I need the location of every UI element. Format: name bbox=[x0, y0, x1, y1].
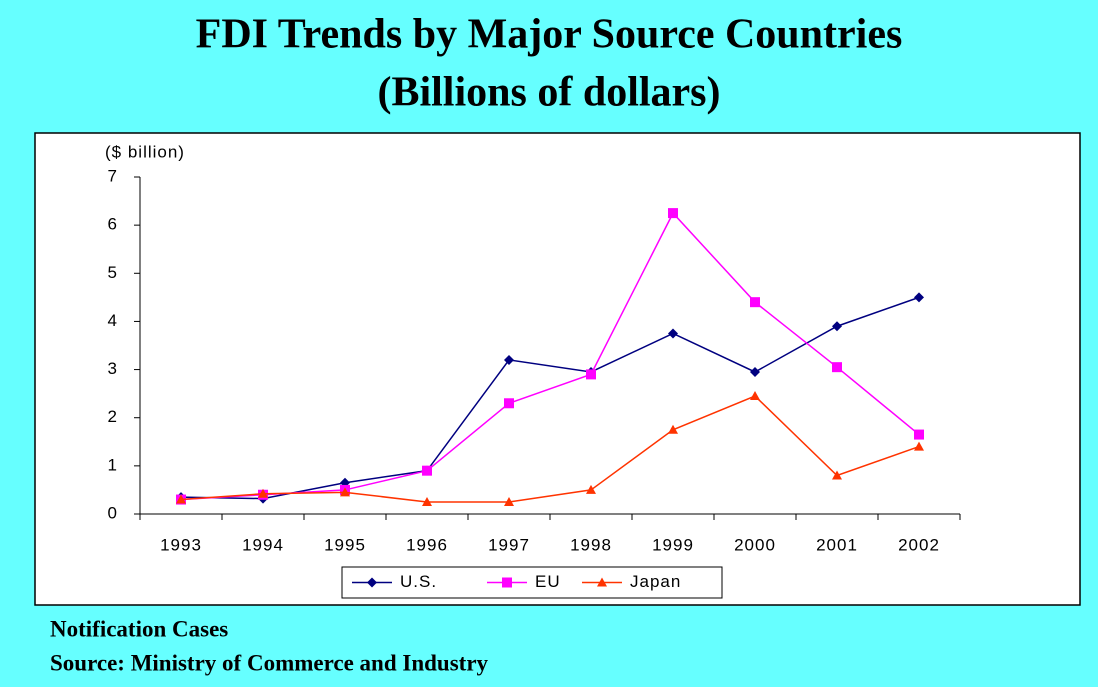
x-tick-label: 1994 bbox=[242, 535, 284, 554]
y-tick-label: 0 bbox=[108, 503, 118, 522]
marker bbox=[586, 369, 596, 380]
marker bbox=[914, 429, 924, 440]
marker bbox=[832, 321, 842, 332]
marker bbox=[367, 577, 377, 588]
x-tick-label: 2001 bbox=[816, 535, 858, 554]
marker bbox=[504, 398, 514, 409]
series-line bbox=[180, 395, 920, 503]
y-axis-label: ($ billion) bbox=[105, 142, 185, 161]
marker bbox=[504, 354, 514, 365]
legend-label: Japan bbox=[630, 572, 681, 591]
y-tick-label: 6 bbox=[108, 215, 118, 234]
marker bbox=[586, 484, 596, 494]
x-tick-label: 1995 bbox=[324, 535, 366, 554]
marker bbox=[668, 424, 678, 434]
y-tick-label: 7 bbox=[108, 166, 118, 185]
x-tick-label: 1998 bbox=[570, 535, 612, 554]
marker bbox=[422, 465, 432, 476]
x-tick-label: 1996 bbox=[406, 535, 448, 554]
marker bbox=[502, 577, 512, 588]
x-tick-label: 2000 bbox=[734, 535, 776, 554]
note: Notification Cases bbox=[50, 616, 228, 641]
marker bbox=[668, 328, 678, 339]
x-tick-label: 1997 bbox=[488, 535, 530, 554]
y-tick-label: 4 bbox=[108, 311, 118, 330]
x-tick-label: 1993 bbox=[160, 535, 202, 554]
legend-box bbox=[341, 566, 723, 599]
plot-frame bbox=[34, 132, 1081, 606]
marker bbox=[258, 488, 268, 498]
marker bbox=[422, 496, 432, 506]
marker bbox=[504, 496, 514, 506]
marker bbox=[597, 577, 607, 587]
marker bbox=[832, 362, 842, 373]
marker bbox=[750, 391, 760, 401]
chart-title: FDI Trends by Major Source Countries bbox=[196, 12, 903, 58]
marker bbox=[668, 208, 678, 219]
marker bbox=[340, 487, 350, 497]
marker bbox=[914, 292, 924, 303]
marker bbox=[914, 441, 924, 451]
marker bbox=[750, 297, 760, 308]
marker bbox=[176, 494, 186, 504]
y-tick-label: 1 bbox=[108, 455, 118, 474]
x-tick-label: 2002 bbox=[898, 535, 940, 554]
y-tick-label: 5 bbox=[108, 263, 118, 282]
legend-label: EU bbox=[535, 572, 561, 591]
y-tick-label: 3 bbox=[108, 359, 118, 378]
legend-label: U.S. bbox=[400, 572, 437, 591]
note: Source: Ministry of Commerce and Industr… bbox=[50, 650, 489, 675]
marker bbox=[750, 366, 760, 377]
y-tick-label: 2 bbox=[108, 407, 118, 426]
x-tick-label: 1999 bbox=[652, 535, 694, 554]
series-line bbox=[180, 296, 920, 500]
marker bbox=[832, 470, 842, 480]
chart-title: (Billions of dollars) bbox=[377, 70, 720, 116]
